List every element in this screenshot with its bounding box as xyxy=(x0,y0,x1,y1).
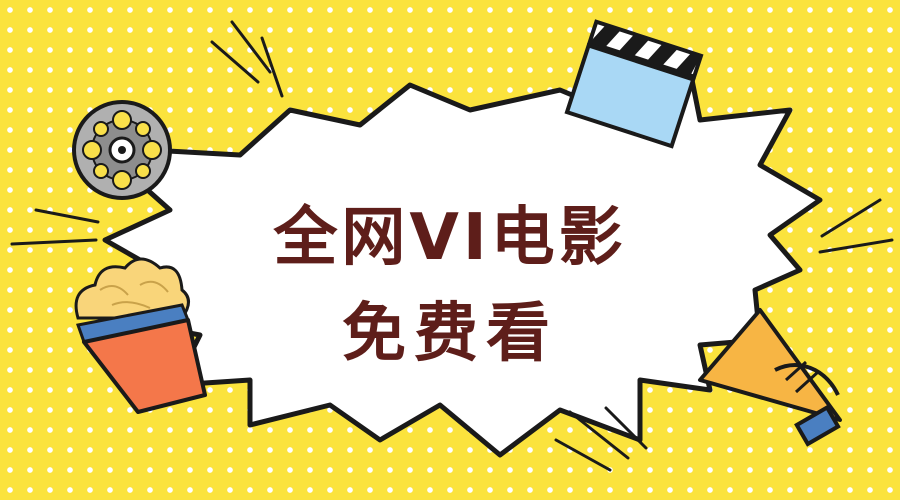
headline-line-1: 全网VI电影 xyxy=(273,201,627,275)
action-lines xyxy=(10,20,894,472)
headline-line-2: 免费看 xyxy=(342,297,558,371)
film-reel-icon xyxy=(72,100,172,200)
megaphone-icon xyxy=(698,308,842,447)
popcorn-icon xyxy=(74,257,207,414)
clapperboard-icon xyxy=(564,19,704,149)
